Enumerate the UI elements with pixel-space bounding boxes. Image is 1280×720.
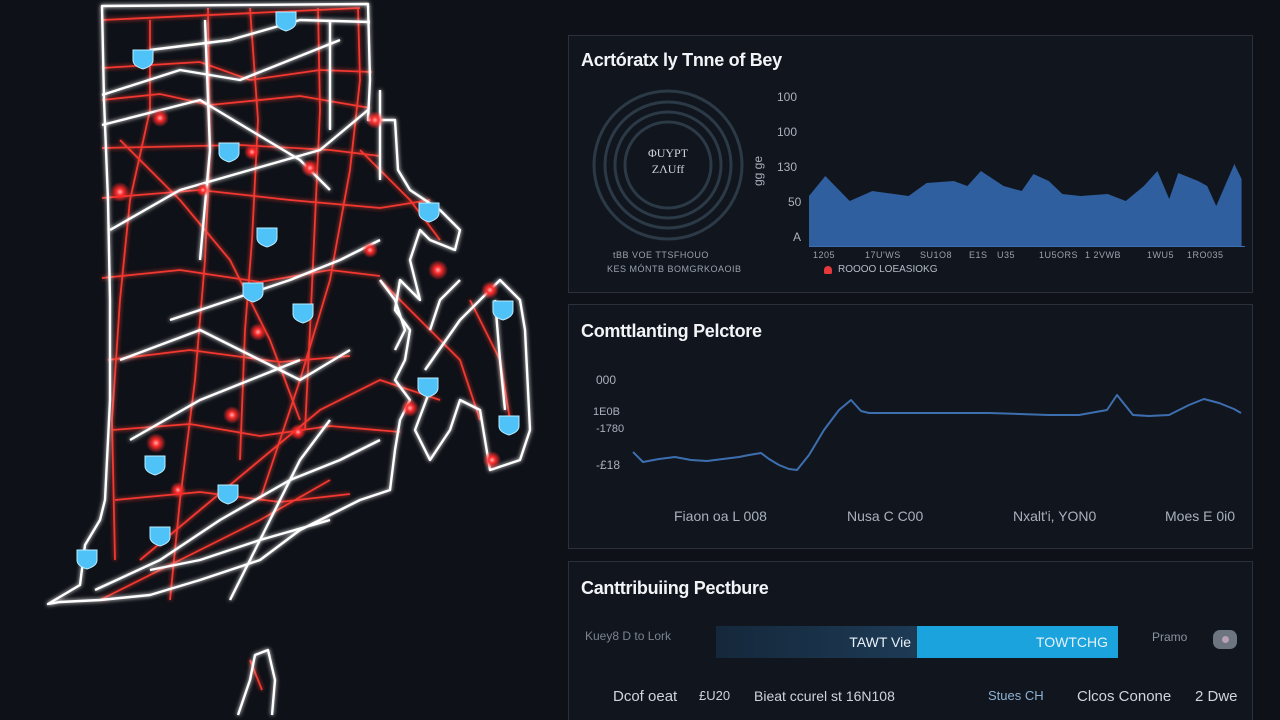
interstate-shield-icon[interactable] — [417, 377, 439, 398]
toggle-button[interactable] — [1213, 630, 1237, 649]
interstate-shield-icon[interactable] — [76, 549, 98, 570]
bar-right-label: TOWTCHG — [1035, 634, 1108, 650]
y-tick: 100 — [777, 125, 798, 139]
footer-item: Dcof oeat — [613, 688, 678, 705]
legend-label: ROOOO LOEASIOKG — [838, 264, 938, 275]
gauge-text-line2: ZΛUff — [651, 162, 685, 176]
bar-right-caption: Pramo — [1152, 630, 1188, 644]
x-tick: SU1O8 — [920, 250, 953, 260]
contributing-factors-trend-panel: Comttlanting Pelctore 000 1E0B -1780 -£1… — [568, 304, 1253, 549]
x-tick: 1205 — [813, 250, 836, 260]
interstate-shield-icon[interactable] — [132, 49, 154, 70]
accessibility-panel: Acrtóratx ly Tnne of Bey ΦUYPT ZΛUff tBB… — [568, 35, 1253, 293]
hotspot — [170, 482, 186, 498]
feature-bar[interactable]: TAWT Vie TOWTCHG — [716, 626, 1118, 658]
y-tick: 100 — [777, 90, 798, 104]
bar-segment-left[interactable]: TAWT Vie — [716, 626, 917, 658]
footer-item: £U20 — [699, 688, 731, 703]
x-label: Nusa C C00 — [847, 508, 924, 524]
interstate-shield-icon[interactable] — [218, 142, 240, 163]
interstate-shield-icon[interactable] — [492, 300, 514, 321]
x-tick: 1 2VWB — [1085, 250, 1122, 260]
legend-marker-icon — [824, 265, 832, 274]
hotspot — [362, 242, 378, 258]
hotspot — [481, 281, 499, 299]
area-chart[interactable] — [809, 161, 1245, 247]
x-tick: 1U5ORS — [1039, 250, 1079, 260]
hotspot — [196, 183, 210, 197]
footer-item: Bieat ccurel st 16N108 — [754, 688, 895, 704]
x-tick: E1S — [969, 250, 988, 260]
gauge-caption-1: tBB VOE TTSFHOUO — [613, 250, 709, 260]
panel-title: Acrtóratx ly Tnne of Bey — [581, 50, 782, 70]
interstate-shield-icon[interactable] — [149, 526, 171, 547]
y-tick: 50 — [788, 195, 802, 209]
interstate-shield-icon[interactable] — [217, 484, 239, 505]
hotspot — [249, 323, 267, 341]
radial-gauge-svg — [592, 89, 744, 241]
y-tick: -1780 — [596, 423, 625, 435]
gauge-text-line1: ΦUYPT — [647, 146, 689, 160]
x-label: Nxalt'i, YON0 — [1013, 508, 1097, 524]
interstate-shield-icon[interactable] — [418, 202, 440, 223]
chart-legend[interactable]: ROOOO LOEASIOKG — [824, 264, 937, 275]
toggle-knob-icon — [1222, 636, 1229, 643]
state-boundary — [46, 2, 532, 716]
y-tick: -£18 — [596, 458, 621, 472]
hotspot — [146, 433, 166, 453]
hotspot — [483, 451, 501, 469]
marker-layer — [76, 11, 520, 570]
y-tick: A — [793, 230, 802, 244]
hotspot-layer — [110, 109, 501, 498]
interstate-shield-icon[interactable] — [256, 227, 278, 248]
hotspot — [301, 159, 319, 177]
line-chart[interactable] — [629, 375, 1244, 485]
hotspot — [244, 144, 260, 160]
y-axis-title: gg ge — [751, 155, 765, 186]
interstate-shield-icon[interactable] — [498, 415, 520, 436]
x-tick: 1WU5 — [1147, 250, 1175, 260]
panel-title: Comttlanting Pelctore — [581, 321, 762, 341]
footer-item: Clcos Conone — [1077, 688, 1172, 705]
hotspot — [110, 182, 130, 202]
bar-left-label: TAWT Vie — [849, 634, 911, 650]
hotspot — [223, 406, 241, 424]
feature-row-label: Kuey8 D to Lork — [585, 629, 672, 643]
road-map[interactable] — [0, 0, 560, 720]
radial-gauge: ΦUYPT ZΛUff — [591, 88, 745, 242]
road-map-svg — [46, 2, 532, 716]
y-tick: 1E0B — [593, 406, 620, 418]
hotspot — [428, 260, 448, 280]
hotspot — [401, 399, 419, 417]
x-tick: U35 — [997, 250, 1016, 260]
interstate-shield-icon[interactable] — [144, 455, 166, 476]
footer-item: 2 Dwe — [1195, 688, 1238, 705]
hotspot — [151, 109, 169, 127]
hotspot — [290, 424, 306, 440]
hotspot — [366, 111, 384, 129]
bar-segment-right[interactable]: TOWTCHG — [917, 626, 1118, 658]
y-tick: 000 — [596, 373, 617, 387]
interstate-shield-icon[interactable] — [292, 303, 314, 324]
panel-title: Canttribuiing Pectbure — [581, 578, 769, 598]
footer-item: Stues CH — [988, 688, 1044, 703]
contributing-features-panel: Canttribuiing Pectbure Kuey8 D to Lork T… — [568, 561, 1253, 720]
y-tick: 130 — [777, 160, 798, 174]
gauge-caption-2: KES MÓNTB BOMGRKOAOIB — [607, 264, 742, 274]
x-label: Fiaon oa L 008 — [674, 508, 767, 524]
x-tick: 1RO035 — [1187, 250, 1224, 260]
x-tick: 17U'WS — [865, 250, 901, 260]
interstate-shield-icon[interactable] — [242, 282, 264, 303]
x-label: Moes E 0i0 — [1165, 508, 1236, 524]
interstate-shield-icon[interactable] — [275, 11, 297, 32]
